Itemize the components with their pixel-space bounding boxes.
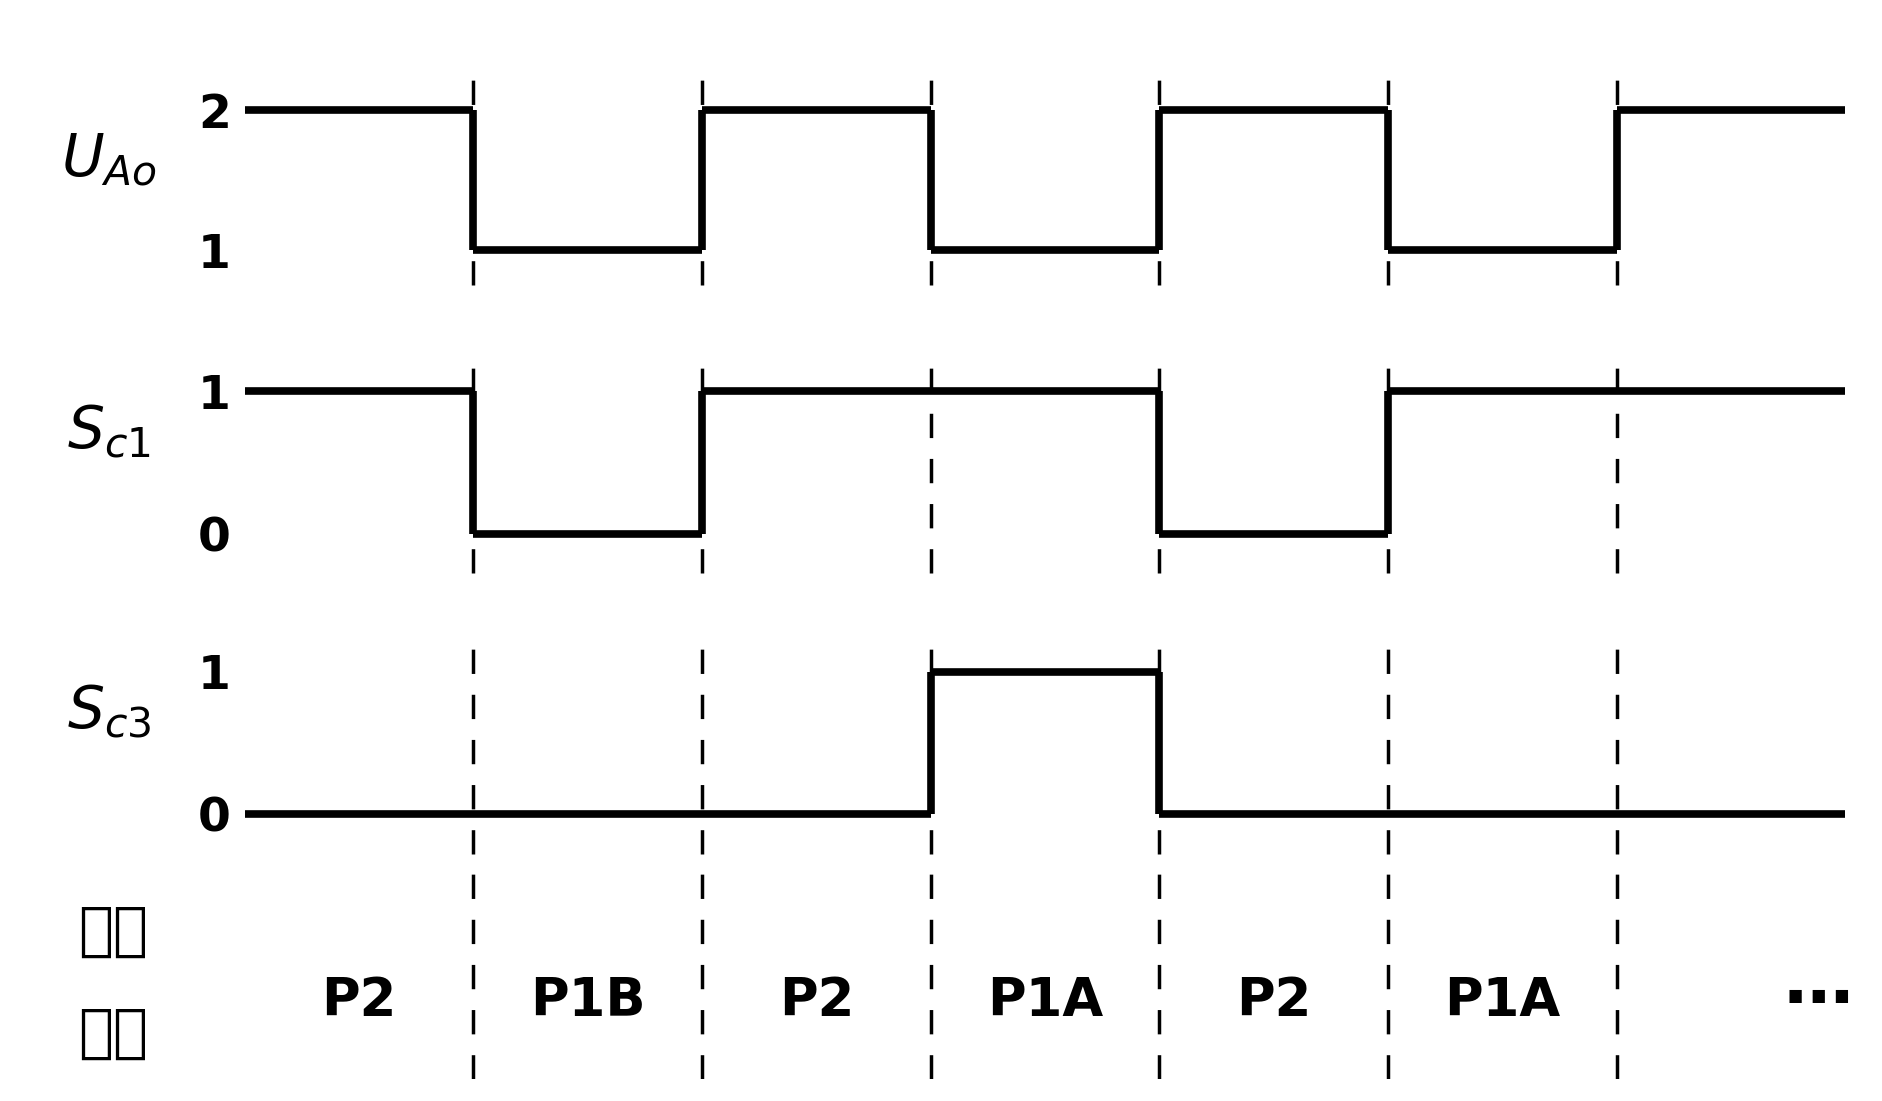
Text: P1B: P1B	[529, 974, 646, 1027]
Text: $U_{Ao}$: $U_{Ao}$	[60, 131, 156, 187]
Text: P2: P2	[779, 974, 854, 1027]
Text: $S_{c3}$: $S_{c3}$	[66, 683, 151, 740]
Text: 开关: 开关	[79, 903, 149, 960]
Text: P2: P2	[1235, 974, 1310, 1027]
Text: ⋯: ⋯	[1782, 968, 1852, 1035]
Text: 模态: 模态	[79, 1005, 149, 1062]
Text: $S_{c1}$: $S_{c1}$	[68, 402, 151, 460]
Text: P1A: P1A	[1443, 974, 1560, 1027]
Text: P2: P2	[322, 974, 397, 1027]
Text: P1A: P1A	[986, 974, 1103, 1027]
